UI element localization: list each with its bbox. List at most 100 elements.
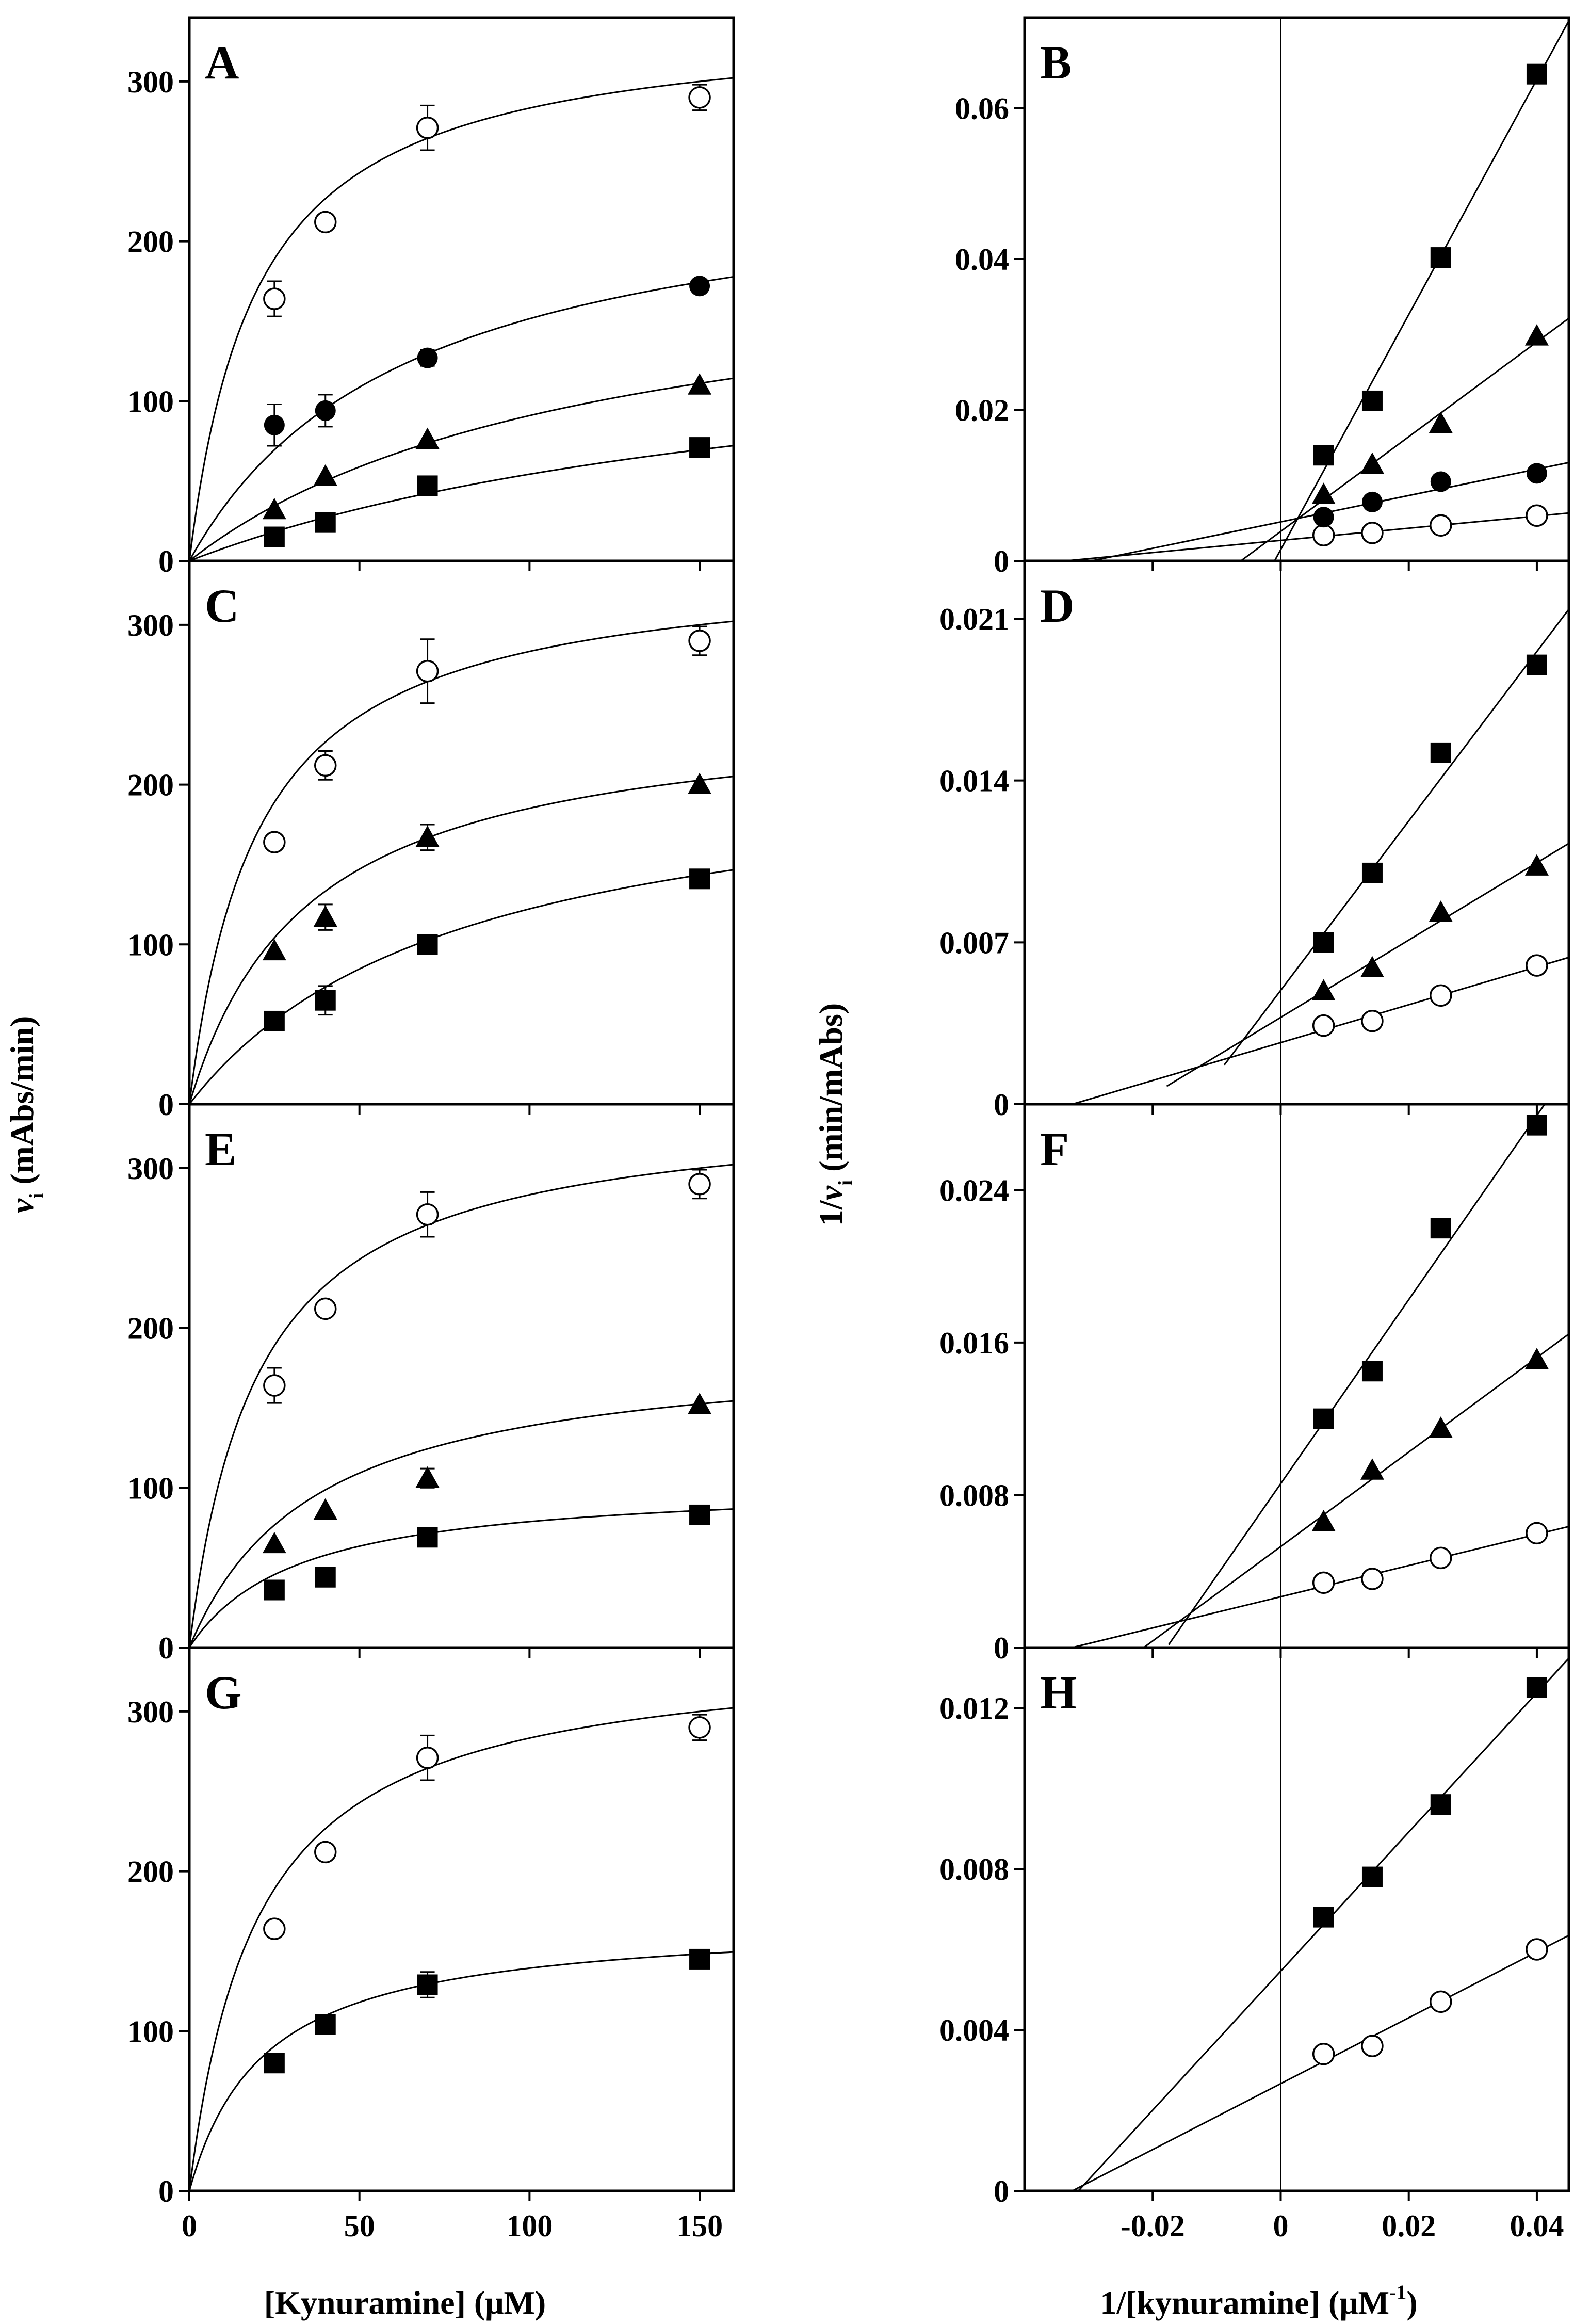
- panel-h-x-tick-label: 0.04: [1510, 2209, 1564, 2243]
- panel-e-point-filled-square: [417, 1527, 438, 1548]
- panel-c-point-open-circle: [263, 831, 286, 853]
- right-x-axis-title: 1/[kynuramine] (μM-1): [1100, 2281, 1417, 2321]
- panel-b-point-filled-circle: [1361, 491, 1383, 512]
- panel-h-frame: [1023, 1646, 1570, 2192]
- panel-d-fit-line-3: [1224, 608, 1570, 1066]
- panel-c-point-filled-triangle: [313, 905, 337, 927]
- panel-e: 0 100 200 300 E: [127, 1103, 735, 1665]
- panel-f-point-filled-square: [1361, 1361, 1383, 1382]
- panel-e-point-open-circle: [314, 1297, 337, 1320]
- panel-a-point-filled-circle: [315, 400, 336, 421]
- panel-d-point-filled-square: [1313, 932, 1334, 953]
- panel-c-point-filled-triangle: [262, 939, 286, 961]
- panel-b-fit-line-3: [1240, 317, 1569, 562]
- panel-e-point-filled-square: [264, 1579, 285, 1601]
- panel-b-point-filled-circle: [1526, 463, 1547, 484]
- panel-g-point-filled-square: [264, 2053, 285, 2074]
- panel-d-point-open-circle: [1312, 1014, 1335, 1037]
- panel-d-point-open-circle: [1526, 954, 1548, 977]
- panel-h-x-tick-label: 0.02: [1382, 2209, 1436, 2243]
- right-y-axis-title-unit: (min/mAbs): [813, 1003, 849, 1180]
- panel-b-point-filled-circle: [1313, 507, 1334, 528]
- panel-f-point-filled-triangle: [1524, 1348, 1549, 1369]
- panel-e-point-filled-triangle: [688, 1393, 712, 1414]
- panel-b-point-filled-square: [1526, 63, 1547, 85]
- panel-d-point-filled-square: [1526, 654, 1547, 675]
- panel-a-point-filled-square: [689, 437, 710, 458]
- panel-c-point-filled-square: [689, 868, 710, 890]
- panel-a-y-tick-label: 200: [127, 225, 174, 259]
- panel-b-point-filled-triangle: [1524, 324, 1549, 346]
- panel-a-point-open-circle: [416, 116, 439, 139]
- panel-g-y-tick-label: 100: [127, 2014, 174, 2048]
- panel-e-fit-line-3: [188, 1508, 734, 1648]
- panel-d-y-tick-label: 0: [994, 1088, 1009, 1122]
- panel-a-point-open-circle: [263, 287, 286, 310]
- panel-a-y-tick-label: 100: [127, 384, 174, 418]
- panel-b-point-filled-triangle: [1360, 452, 1384, 474]
- panel-a-point-filled-circle: [689, 276, 710, 297]
- panel-a-point-filled-triangle: [313, 464, 337, 486]
- panel-h-label: H: [1040, 1666, 1077, 1719]
- panel-f-point-open-circle: [1430, 1546, 1452, 1570]
- left-y-axis-title-unit: (mAbs/min): [4, 1016, 40, 1193]
- panel-c-point-open-circle: [688, 630, 711, 652]
- panel-a-label: A: [205, 36, 239, 89]
- panel-g-x-tick-label: 100: [506, 2209, 553, 2243]
- panel-g-point-filled-square: [315, 2014, 336, 2035]
- panel-g-fit-line-2: [188, 1951, 734, 2191]
- right-y-axis-title-subscript: i: [834, 1180, 857, 1186]
- panel-a-point-filled-circle: [264, 414, 285, 435]
- panel-d-point-filled-triangle: [1311, 979, 1336, 1000]
- panel-d-y-tick-label: 0.014: [939, 764, 1009, 798]
- panel-g-y-tick-label: 0: [158, 2174, 174, 2208]
- panel-f-point-filled-square: [1526, 1115, 1547, 1136]
- panel-b-point-open-circle: [1312, 524, 1335, 547]
- panel-g-point-filled-square: [689, 1948, 710, 1970]
- panel-g-point-open-circle: [263, 1917, 286, 1940]
- panel-f-y-tick-label: 0.024: [939, 1173, 1009, 1207]
- panel-g-x-tick-label: 50: [344, 2209, 375, 2243]
- panel-c-point-open-circle: [314, 754, 337, 777]
- panel-h-point-open-circle: [1430, 1990, 1452, 2013]
- right-y-axis-title-v: v: [813, 1185, 849, 1200]
- panel-c-point-filled-triangle: [415, 825, 440, 847]
- panel-f-point-filled-square: [1430, 1218, 1451, 1239]
- panel-b-point-filled-triangle: [1429, 411, 1453, 433]
- panel-c-point-filled-triangle: [688, 772, 712, 794]
- panel-a-point-open-circle: [314, 211, 337, 234]
- panel-f-point-filled-triangle: [1311, 1510, 1336, 1531]
- panel-f-point-open-circle: [1526, 1522, 1548, 1545]
- panel-b-point-filled-circle: [1430, 471, 1451, 492]
- panel-c-y-tick-label: 300: [127, 608, 174, 642]
- panel-g-label: G: [205, 1666, 242, 1719]
- panel-c-y-tick-label: 100: [127, 928, 174, 962]
- panel-b-point-filled-square: [1361, 390, 1383, 411]
- panel-f-fit-line-3: [1168, 1104, 1546, 1645]
- panel-h-y-tick-label: 0.008: [939, 1852, 1009, 1886]
- panel-a-point-filled-square: [264, 526, 285, 547]
- panel-b-point-open-circle: [1361, 522, 1384, 544]
- panel-a-point-filled-circle: [417, 347, 438, 368]
- panel-e-point-filled-triangle: [313, 1498, 337, 1520]
- panel-f-y-tick-label: 0.016: [939, 1326, 1009, 1360]
- panel-f-point-open-circle: [1361, 1568, 1384, 1590]
- panel-d-point-filled-triangle: [1360, 956, 1384, 978]
- panel-d-point-open-circle: [1430, 984, 1452, 1007]
- panel-h-x-tick-label: 0: [1273, 2209, 1288, 2243]
- panel-f-y-tick-label: 0: [994, 1631, 1009, 1665]
- panel-c-point-filled-square: [264, 1010, 285, 1031]
- panel-d-point-filled-triangle: [1524, 854, 1549, 876]
- panel-f-point-filled-square: [1313, 1408, 1334, 1429]
- panel-a-y-tick-label: 0: [158, 544, 174, 578]
- right-y-axis-title: 1/vi (min/mAbs): [813, 1003, 857, 1226]
- panel-h-x-tick-label: -0.02: [1121, 2209, 1185, 2243]
- panel-b: 0 0.02 0.04 0.06 B: [955, 16, 1570, 578]
- panel-d-y-tick-label: 0.021: [939, 602, 1009, 636]
- panel-a-point-filled-square: [315, 512, 336, 533]
- panel-h-point-filled-square: [1526, 1677, 1547, 1698]
- panel-b-point-open-circle: [1430, 514, 1452, 537]
- panel-a-point-filled-square: [417, 475, 438, 496]
